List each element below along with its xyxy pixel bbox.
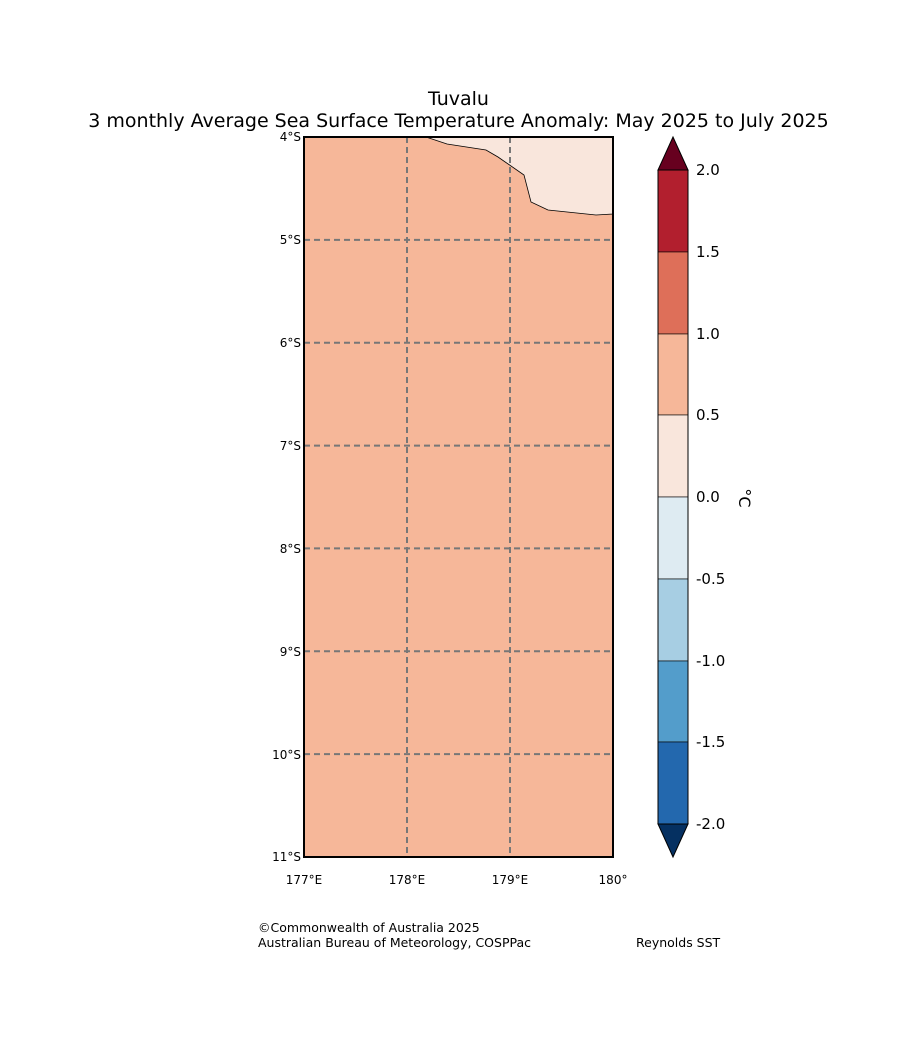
colorbar — [657, 135, 689, 859]
colorbar-tick: -2.0 — [696, 815, 725, 833]
colorbar-tick-labels: 2.0 1.5 1.0 0.5 0.0 -0.5 -1.0 -1.5 -2.0 — [696, 161, 725, 833]
colorbar-over-arrow — [657, 135, 689, 171]
colorbar-tick: 0.0 — [696, 488, 720, 506]
lat-label: 9°S — [280, 645, 301, 659]
latitude-labels: 4°S 5°S 6°S 7°S 8°S 9°S 10°S 11°S — [272, 130, 301, 864]
colorbar-bin — [657, 660, 689, 743]
longitude-labels: 177°E 178°E 179°E 180° — [286, 873, 628, 887]
colorbar-tick: 0.5 — [696, 406, 720, 424]
map-title: Tuvalu — [428, 88, 489, 110]
colorbar-tick: -1.0 — [696, 652, 725, 670]
lon-label: 177°E — [286, 873, 323, 887]
lon-label: 179°E — [492, 873, 529, 887]
lon-label: 180° — [599, 873, 628, 887]
map-frame — [303, 136, 614, 858]
colorbar-bin — [657, 333, 689, 416]
lat-label: 10°S — [272, 748, 301, 762]
lat-label: 4°S — [280, 130, 301, 144]
copyright-text: ©Commonwealth of Australia 2025 — [258, 920, 480, 935]
graticule — [304, 137, 613, 857]
colorbar-bin — [657, 251, 689, 335]
colorbar-unit-label: °C — [735, 488, 754, 507]
colorbar-under-arrow — [657, 823, 689, 859]
colorbar-tick: -0.5 — [696, 570, 725, 588]
colorbar-bin — [657, 578, 689, 662]
colorbar-tick: 1.5 — [696, 243, 720, 261]
lat-label: 11°S — [272, 850, 301, 864]
colorbar-tick: 2.0 — [696, 161, 720, 179]
colorbar-bin — [657, 414, 689, 498]
colorbar-frame — [657, 169, 689, 825]
lat-label: 5°S — [280, 233, 301, 247]
lon-label: 178°E — [389, 873, 426, 887]
colorbar-tick: -1.5 — [696, 733, 725, 751]
colorbar-tick: 1.0 — [696, 325, 720, 343]
lat-label: 7°S — [280, 439, 301, 453]
data-source-text: Reynolds SST — [636, 935, 721, 950]
lat-label: 6°S — [280, 336, 301, 350]
anomaly-field — [304, 137, 613, 857]
colorbar-bin — [657, 496, 689, 580]
colorbar-bin — [657, 169, 689, 253]
lat-label: 8°S — [280, 542, 301, 556]
colorbar-bin — [657, 741, 689, 825]
map-subtitle: 3 monthly Average Sea Surface Temperatur… — [88, 110, 829, 132]
agency-text: Australian Bureau of Meteorology, COSPPa… — [258, 935, 531, 950]
